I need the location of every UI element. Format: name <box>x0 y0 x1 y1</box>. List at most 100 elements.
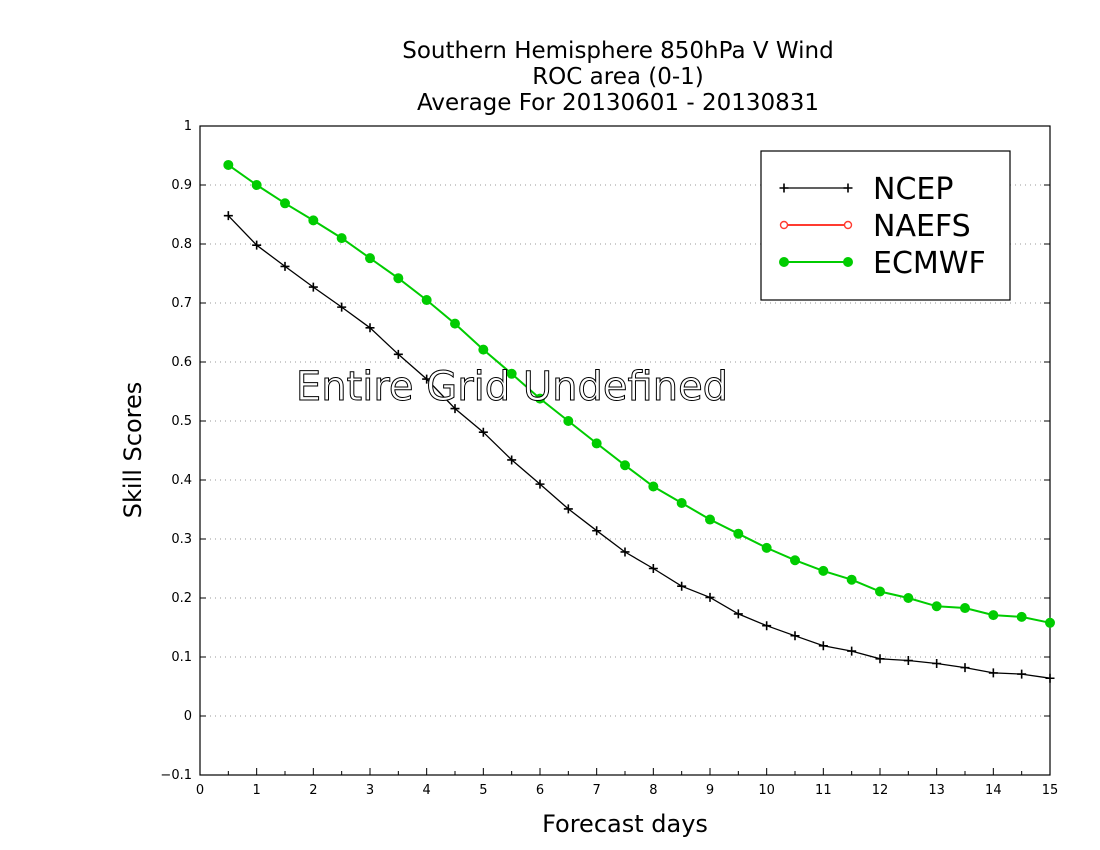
series-ecmwf-point <box>336 233 347 244</box>
chart-title: Southern Hemisphere 850hPa V Wind ROC ar… <box>402 38 833 116</box>
series-ncep-point <box>563 504 573 514</box>
x-axis-label: Forecast days <box>542 810 708 838</box>
x-tick-label: 3 <box>366 783 374 798</box>
series-ecmwf-point <box>251 180 262 190</box>
x-tick-label: 14 <box>985 783 1002 798</box>
series-ncep-point <box>988 668 998 678</box>
x-tick-label: 10 <box>758 783 775 798</box>
series-ecmwf-point <box>223 159 234 170</box>
series-ncep-point <box>818 641 828 651</box>
x-tick-label: 5 <box>479 783 487 798</box>
series-ncep-point <box>620 547 630 557</box>
x-tick-label: 1 <box>253 783 261 798</box>
y-tick-label: 0.2 <box>171 591 192 606</box>
y-tick-label: 0.8 <box>171 237 192 252</box>
y-tick-label: 0.4 <box>171 473 192 488</box>
series-ncep-point <box>223 211 233 221</box>
legend-ecmwf-label: ECMWF <box>873 246 986 281</box>
y-tick-label: 0.9 <box>171 178 192 193</box>
y-tick-label: 0.5 <box>171 414 192 429</box>
y-tick-label: 0 <box>184 709 192 724</box>
legend-naefs-marker <box>843 220 853 230</box>
series-ncep-point <box>252 240 262 250</box>
series-ncep-point <box>960 663 970 673</box>
y-axis-label: Skill Scores <box>119 382 147 519</box>
legend-ncep-label: NCEP <box>873 172 953 207</box>
series-ncep-point <box>365 323 375 333</box>
series-ncep-point <box>507 455 517 465</box>
x-tick-label: 15 <box>1042 783 1059 798</box>
series-ecmwf-point <box>705 514 715 525</box>
title-line-2: ROC area (0-1) <box>532 64 704 90</box>
x-tick-label: 9 <box>706 783 714 798</box>
series-ecmwf-point <box>450 318 460 329</box>
x-tick-label: 6 <box>536 783 544 798</box>
x-tick-label: 4 <box>423 783 431 798</box>
series-ncep-point <box>337 302 347 312</box>
series-ecmwf-point <box>620 460 630 471</box>
legend-ncep-marker <box>779 183 789 193</box>
title-line-1: Southern Hemisphere 850hPa V Wind <box>402 38 833 64</box>
series-ncep-point <box>308 282 318 292</box>
x-tick-label: 12 <box>872 783 889 798</box>
legend-ecmwf-marker <box>779 257 789 267</box>
series-ncep-point <box>1045 673 1055 683</box>
series-ecmwf-point <box>591 438 602 449</box>
series-ecmwf-point <box>421 295 432 306</box>
series-ncep-point <box>393 349 403 359</box>
series-ncep-point <box>592 526 602 536</box>
series-ecmwf-point <box>846 574 857 585</box>
series-ecmwf-point <box>903 593 914 603</box>
gridlines <box>200 184 1050 717</box>
series-ecmwf-point <box>1016 611 1027 622</box>
undefined-grid-annotation: Entire Grid Undefined <box>296 364 728 410</box>
x-tick-label: 8 <box>649 783 657 798</box>
legend-ncep-marker <box>843 183 853 193</box>
y-tick-label: 0.7 <box>171 296 192 311</box>
series-ecmwf-point <box>1045 617 1055 628</box>
y-tick-label: 0.6 <box>171 355 192 370</box>
series-ecmwf-point <box>535 393 545 404</box>
series-ncep-point <box>478 427 488 437</box>
series-ncep-point <box>847 646 857 656</box>
series-ncep-point <box>762 621 772 631</box>
series-ncep-point <box>932 658 942 668</box>
series-ncep-point <box>733 609 743 619</box>
series-ncep-point <box>875 654 885 664</box>
x-tick-label: 13 <box>928 783 945 798</box>
legend-naefs-marker <box>779 220 789 230</box>
legend-ecmwf-marker <box>843 257 853 267</box>
series-ecmwf-point <box>818 565 829 576</box>
series-ncep-point <box>1017 669 1027 679</box>
series-ecmwf-point <box>761 542 772 553</box>
series-ecmwf-point <box>960 603 970 614</box>
series-ecmwf-point <box>875 586 885 597</box>
series-ncep-point <box>677 581 687 591</box>
y-tick-label: −0.1 <box>160 768 192 783</box>
series-ncep-line <box>227 215 1051 679</box>
series-ncep-point <box>450 404 460 414</box>
series-ecmwf-point <box>790 555 800 566</box>
legend-naefs-label: NAEFS <box>873 209 971 244</box>
series-ecmwf-point <box>733 528 744 539</box>
series-ecmwf-point <box>393 273 404 284</box>
series-ecmwf-point <box>931 601 942 612</box>
series-ecmwf-point <box>563 416 574 426</box>
x-tick-label: 7 <box>593 783 601 798</box>
series-ecmwf-point <box>365 253 375 264</box>
x-tick-label: 0 <box>196 783 204 798</box>
series-ecmwf-point <box>676 498 687 509</box>
series-ncep-point <box>535 479 545 489</box>
y-tick-label: 0.3 <box>171 532 192 547</box>
title-line-3: Average For 20130601 - 20130831 <box>417 90 819 116</box>
x-tick-label: 2 <box>309 783 317 798</box>
y-tick-label: 1 <box>184 119 192 134</box>
series-ecmwf-point <box>648 481 659 492</box>
series-ecmwf-point <box>988 610 999 621</box>
y-tick-label: 0.1 <box>171 650 192 665</box>
axis-ticks: −0.100.10.20.30.40.50.60.70.80.910 1 2 3 4 5 6… <box>160 119 1058 798</box>
series-ncep-point <box>903 656 913 666</box>
series-ecmwf-point <box>506 368 517 379</box>
